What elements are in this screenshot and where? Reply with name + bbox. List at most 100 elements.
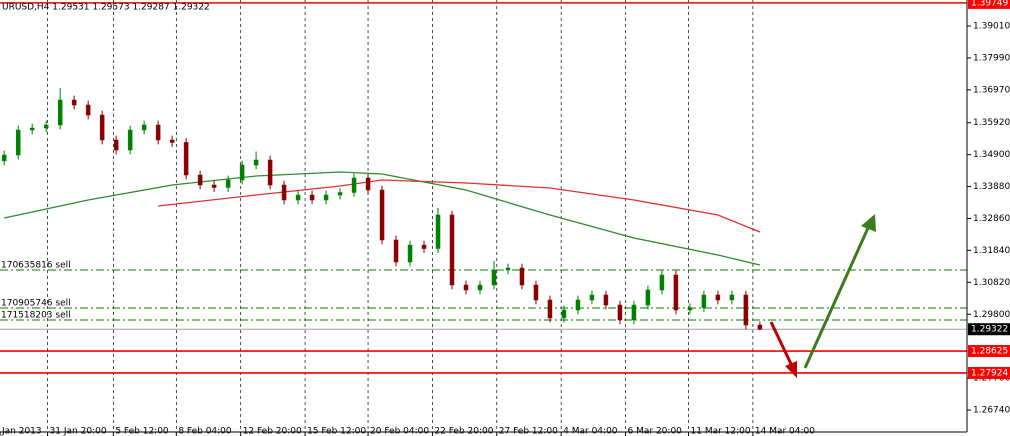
candle-body: [43, 124, 49, 129]
x-tick-label: 22 Feb 20:00: [434, 427, 493, 436]
candle-body: [337, 192, 343, 196]
x-tick-label: 4 Mar 04:00: [563, 427, 618, 436]
y-tick-label: 1.39010: [973, 22, 1010, 32]
candle-body: [673, 274, 679, 311]
candle-body: [547, 299, 553, 319]
x-tick-label: 31 Jan 20:00: [50, 427, 107, 436]
y-tick-label: 1.29800: [973, 310, 1010, 320]
candle-body: [155, 124, 161, 141]
candle-body: [239, 164, 245, 181]
chart-title: URUSD,H4 1.29531 1.29573 1.29287 1.29322: [2, 3, 210, 13]
candle-body: [519, 267, 525, 286]
candle-body: [197, 174, 203, 186]
level-label: 1.29322: [971, 325, 1008, 335]
candle-body: [477, 284, 483, 291]
x-tick-label: 12 Feb 20:00: [243, 427, 302, 436]
candle-body: [743, 294, 749, 326]
x-tick-label: 27 Feb 12:00: [499, 427, 558, 436]
candle-body: [57, 99, 63, 126]
level-label: 1.39749: [971, 0, 1008, 8]
moving-average: [4, 171, 761, 266]
order-label: 170905746 sell: [1, 298, 71, 308]
candle-body: [757, 324, 763, 330]
candle-body: [295, 194, 301, 201]
candle-body: [603, 294, 609, 306]
candle-body: [113, 139, 119, 151]
candle-body: [85, 104, 91, 116]
order-label: 170635816 sell: [1, 261, 71, 271]
x-tick-label: 20 Feb 04:00: [370, 427, 429, 436]
candle-body: [449, 214, 455, 286]
candle-body: [435, 214, 441, 249]
up-arrow: [803, 227, 870, 369]
y-tick-label: 1.37990: [973, 53, 1010, 63]
x-tick-label: 15 Feb 12:00: [307, 427, 366, 436]
y-tick-label: 1.26740: [973, 406, 1010, 416]
candle-body: [589, 294, 595, 301]
candle-body: [309, 194, 315, 201]
candle-body: [729, 294, 735, 301]
candle-body: [533, 284, 539, 301]
y-tick-label: 1.32860: [973, 214, 1010, 224]
y-tick-label: 1.35920: [973, 118, 1010, 128]
candle-body: [505, 267, 511, 271]
candle-body: [225, 179, 231, 188]
candle-body: [659, 274, 665, 291]
candle-body: [379, 189, 385, 241]
x-tick-label: 11 Mar 12:00: [691, 427, 751, 436]
level-box: [968, 0, 1010, 9]
y-tick-label: 1.31840: [973, 246, 1010, 256]
candle-body: [211, 184, 217, 188]
down-arrow-head: [785, 361, 797, 378]
candle-body: [365, 177, 371, 191]
candle-body: [617, 304, 623, 321]
candle-body: [561, 309, 567, 319]
y-tick-label: 1.33880: [973, 182, 1010, 192]
down-arrow: [769, 321, 794, 367]
candle-body: [267, 159, 273, 186]
candle-body: [421, 244, 427, 249]
candle-body: [29, 127, 35, 131]
candle-body: [71, 99, 77, 106]
candle-body: [183, 142, 189, 176]
plot-area: 170635816 sell 170905746 sell 171518203 se…: [0, 0, 967, 432]
arrows: [769, 214, 876, 378]
y-tick-label: 1.36970: [973, 85, 1010, 95]
candle-body: [15, 129, 21, 156]
candle-body: [463, 284, 469, 291]
y-tick-label: 1.30820: [973, 278, 1010, 288]
candle-body: [575, 299, 581, 311]
candle-body: [99, 114, 105, 141]
x-tick-label: Jan 2013: [1, 427, 42, 436]
candle-body: [645, 289, 651, 306]
candle-body: [687, 307, 693, 311]
up-arrow-head: [861, 214, 876, 232]
x-tick-label: 6 Mar 20:00: [628, 427, 683, 436]
candle-body: [701, 294, 707, 308]
candle-body: [491, 269, 497, 286]
level-box: [968, 366, 1010, 379]
candle-body: [169, 139, 175, 143]
x-tick-label: 8 Feb 04:00: [178, 427, 232, 436]
x-tick-label: 14 Mar 04:00: [755, 427, 815, 436]
x-tick-label: 5 Feb 12:00: [115, 427, 169, 436]
level-label: 1.27924: [971, 368, 1008, 378]
candle-body: [407, 244, 413, 263]
level-box: [968, 345, 1010, 358]
level-label: 1.28625: [971, 347, 1008, 357]
candle-body: [127, 129, 133, 151]
candle-body: [393, 239, 399, 263]
order-label: 171518203 sell: [1, 310, 71, 320]
level-box: [968, 323, 1010, 336]
candle-body: [1, 154, 7, 162]
candle-body: [351, 177, 357, 193]
candle-body: [631, 304, 637, 321]
candle-body: [715, 294, 721, 301]
candle-body: [141, 124, 147, 131]
candle-body: [253, 159, 259, 166]
y-tick-label: 1.34900: [973, 150, 1010, 160]
candle-body: [281, 184, 287, 201]
candle-body: [323, 194, 329, 201]
